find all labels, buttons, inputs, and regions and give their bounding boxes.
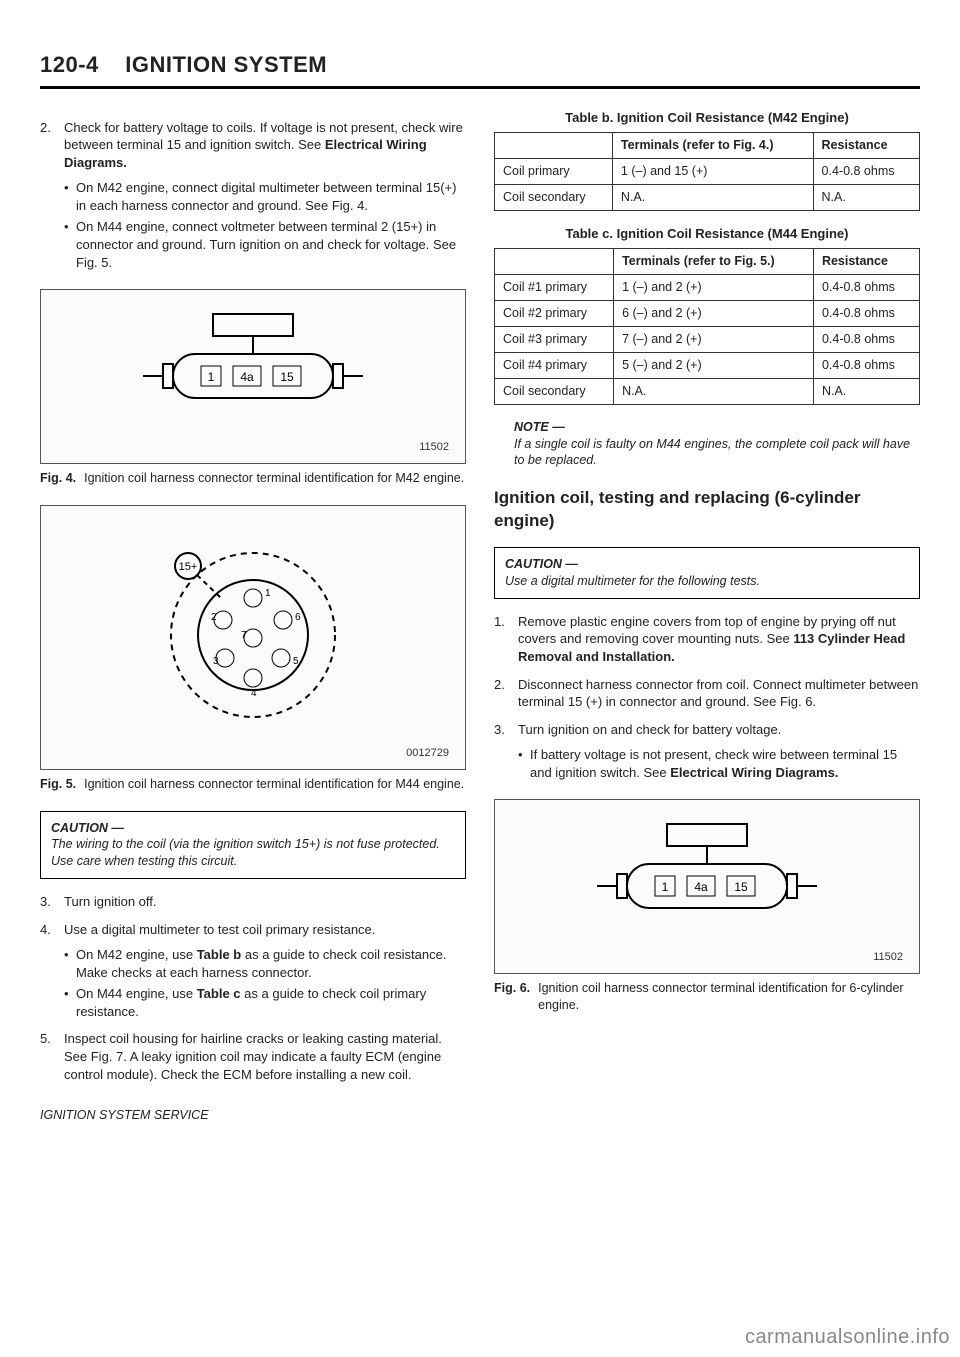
figure-6-id: 11502: [505, 950, 909, 965]
figure-4-caption: Fig. 4. Ignition coil harness connector …: [40, 470, 466, 487]
caution-box-right: CAUTION — Use a digital multimeter for t…: [494, 547, 920, 599]
svg-text:3: 3: [213, 656, 219, 667]
note-title: NOTE —: [514, 420, 565, 434]
bullet-m42: On M42 engine, connect digital multimete…: [64, 179, 466, 214]
figure-4-label: Fig. 4.: [40, 470, 76, 487]
step-2: 2. Check for battery voltage to coils. I…: [40, 119, 466, 172]
figure-5-id: 0012729: [51, 746, 455, 761]
bullet-m44: On M44 engine, connect voltmeter between…: [64, 218, 466, 271]
figure-6-box: 1 4a 15 11502: [494, 799, 920, 974]
svg-text:7: 7: [241, 630, 247, 641]
svg-text:15+: 15+: [179, 561, 198, 573]
table-row: Coil #4 primary5 (–) and 2 (+)0.4-0.8 oh…: [495, 352, 920, 378]
step-5: 5. Inspect coil housing for hairline cra…: [40, 1030, 466, 1083]
svg-text:1: 1: [208, 370, 215, 384]
svg-text:4: 4: [251, 688, 257, 699]
figure-5-diagram: 15+ 1 2 3 4 5 6 7: [103, 520, 403, 740]
bullet-3-6cyl: If battery voltage is not present, check…: [518, 746, 920, 781]
step-2-6cyl: 2. Disconnect harness connector from coi…: [494, 676, 920, 711]
table-c-h2: Resistance: [813, 249, 919, 275]
table-row: Coil #1 primary1 (–) and 2 (+)0.4-0.8 oh…: [495, 275, 920, 301]
page-header: 120-4 IGNITION SYSTEM: [40, 50, 920, 89]
footer-left: IGNITION SYSTEM SERVICE: [40, 1107, 466, 1124]
caution-title: CAUTION —: [51, 821, 124, 835]
svg-text:6: 6: [295, 612, 301, 623]
table-row: Coil primary 1 (–) and 15 (+) 0.4-0.8 oh…: [495, 159, 920, 185]
right-column: Table b. Ignition Coil Resistance (M42 E…: [494, 109, 920, 1124]
figure-5-caption: Fig. 5. Ignition coil harness connector …: [40, 776, 466, 793]
note-body: If a single coil is faulty on M44 engine…: [514, 436, 920, 470]
svg-text:15: 15: [280, 370, 294, 384]
table-b-h0: [495, 133, 613, 159]
table-row: Coil secondaryN.A.N.A.: [495, 378, 920, 404]
svg-text:1: 1: [662, 880, 669, 894]
table-c-h0: [495, 249, 614, 275]
table-b: Terminals (refer to Fig. 4.) Resistance …: [494, 132, 920, 211]
step-4: 4. Use a digital multimeter to test coil…: [40, 921, 466, 939]
caution-body-6: Use a digital multimeter for the followi…: [505, 574, 760, 588]
table-c-title: Table c. Ignition Coil Resistance (M44 E…: [494, 225, 920, 243]
caution-title-6: CAUTION —: [505, 557, 578, 571]
bullet-4a: On M42 engine, use Table b as a guide to…: [64, 946, 466, 981]
svg-text:15: 15: [734, 880, 748, 894]
table-b-title: Table b. Ignition Coil Resistance (M42 E…: [494, 109, 920, 127]
figure-4-box: 1 4a 15 11502: [40, 289, 466, 464]
figure-5-text: Ignition coil harness connector terminal…: [84, 776, 464, 793]
page-number: 120-4: [40, 52, 99, 77]
table-row: Coil #2 primary6 (–) and 2 (+)0.4-0.8 oh…: [495, 301, 920, 327]
table-b-h1: Terminals (refer to Fig. 4.): [612, 133, 813, 159]
svg-text:1: 1: [265, 588, 271, 599]
step-number: 2.: [40, 119, 51, 137]
left-column: 2. Check for battery voltage to coils. I…: [40, 109, 466, 1124]
figure-4-text: Ignition coil harness connector terminal…: [84, 470, 464, 487]
figure-6-caption: Fig. 6. Ignition coil harness connector …: [494, 980, 920, 1014]
section-title: IGNITION SYSTEM: [125, 52, 327, 77]
caution-body: The wiring to the coil (via the ignition…: [51, 837, 440, 868]
svg-text:5: 5: [293, 656, 299, 667]
svg-text:4a: 4a: [694, 880, 708, 894]
table-row: Coil secondary N.A. N.A.: [495, 184, 920, 210]
figure-5-label: Fig. 5.: [40, 776, 76, 793]
svg-text:4a: 4a: [240, 370, 254, 384]
figure-6-label: Fig. 6.: [494, 980, 530, 1014]
step-1-6cyl: 1. Remove plastic engine covers from top…: [494, 613, 920, 666]
table-b-h2: Resistance: [813, 133, 919, 159]
figure-5-box: 15+ 1 2 3 4 5 6 7 0012729: [40, 505, 466, 770]
step-3-6cyl: 3. Turn ignition on and check for batter…: [494, 721, 920, 739]
caution-box-left: CAUTION — The wiring to the coil (via th…: [40, 811, 466, 880]
table-row: Coil #3 primary7 (–) and 2 (+)0.4-0.8 oh…: [495, 327, 920, 353]
subheading-6cyl: Ignition coil, testing and replacing (6-…: [494, 487, 920, 533]
table-c: Terminals (refer to Fig. 5.) Resistance …: [494, 248, 920, 404]
svg-text:2: 2: [211, 612, 217, 623]
table-c-h1: Terminals (refer to Fig. 5.): [614, 249, 814, 275]
figure-4-diagram: 1 4a 15: [103, 304, 403, 434]
figure-6-diagram: 1 4a 15: [557, 814, 857, 944]
note-block: NOTE — If a single coil is faulty on M44…: [514, 419, 920, 470]
figure-6-text: Ignition coil harness connector terminal…: [538, 980, 920, 1014]
step-3: 3. Turn ignition off.: [40, 893, 466, 911]
bullet-4b: On M44 engine, use Table c as a guide to…: [64, 985, 466, 1020]
watermark: carmanualsonline.info: [745, 1324, 950, 1351]
figure-4-id: 11502: [51, 440, 455, 455]
